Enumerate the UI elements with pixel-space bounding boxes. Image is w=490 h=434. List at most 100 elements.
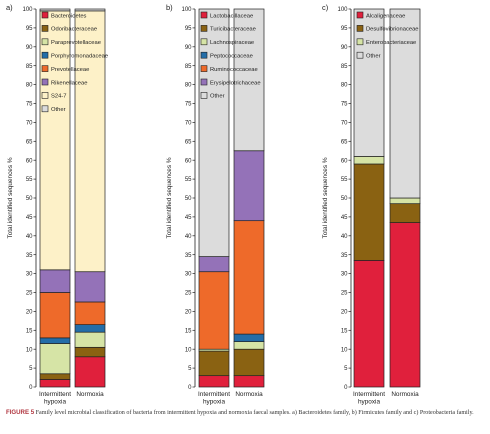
y-tick-label: 65 — [26, 139, 33, 145]
y-tick-label: 15 — [341, 328, 348, 334]
y-tick-label: 65 — [185, 139, 192, 145]
y-tick-label: 70 — [341, 121, 348, 127]
caption-label: FIGURE 5 — [6, 409, 35, 416]
y-tick-label: 95 — [185, 26, 192, 32]
legend-label: S24-7 — [51, 94, 66, 100]
y-axis-title: Total identified sequences % — [322, 157, 329, 238]
bar-segment — [74, 346, 106, 358]
bar-segment — [233, 341, 265, 350]
legend-swatch — [200, 65, 208, 72]
bar-segment — [353, 260, 385, 388]
legend-label: Alcaligenaceae — [366, 13, 405, 19]
y-tick-label: 25 — [341, 291, 348, 297]
legend-swatch — [200, 51, 208, 59]
panel-label: c) — [322, 3, 329, 12]
y-tick-label: 30 — [185, 272, 192, 278]
bar-segment — [353, 8, 385, 157]
y-tick-label: 65 — [341, 139, 348, 145]
bar-segment — [39, 373, 71, 380]
legend-label: Desulfovibrionaceae — [366, 27, 419, 33]
bar-segment — [233, 220, 265, 335]
x-tick-label: hypoxia — [203, 399, 225, 406]
y-tick-label: 85 — [26, 64, 33, 70]
bar-segment — [198, 271, 230, 350]
legend-swatch — [41, 25, 49, 32]
x-tick-label: Normoxia — [76, 391, 104, 398]
bar-segment — [39, 292, 71, 339]
y-tick-label: 60 — [341, 158, 348, 164]
y-tick-label: 85 — [341, 64, 348, 70]
bar-segment — [198, 8, 230, 257]
y-tick-label: 55 — [26, 177, 33, 183]
bar-segment — [233, 348, 265, 377]
y-tick-label: 20 — [185, 310, 192, 316]
legend-label: Bacteroidetes — [51, 13, 87, 19]
y-tick-label: 20 — [26, 310, 33, 316]
x-tick-label: Intermittent — [198, 391, 230, 398]
y-tick-label: 75 — [26, 102, 33, 108]
y-tick-label: 30 — [26, 272, 33, 278]
y-tick-label: 0 — [29, 385, 33, 391]
y-tick-label: 45 — [341, 215, 348, 221]
y-axis-title: Total identified sequences % — [7, 157, 14, 238]
y-tick-label: 5 — [29, 366, 33, 372]
legend-swatch — [41, 92, 49, 99]
legend-swatch — [356, 38, 364, 46]
y-tick-label: 50 — [26, 196, 33, 202]
legend-swatch — [41, 78, 49, 86]
bar-segment — [233, 333, 265, 342]
legend-swatch — [356, 11, 364, 19]
y-axis-title: Total identified sequences % — [166, 157, 173, 238]
legend-label: Other — [366, 54, 381, 60]
legend-label: Rikenellaceae — [51, 80, 87, 86]
y-tick-label: 40 — [185, 234, 192, 240]
x-tick-label: Intermittent — [353, 391, 385, 398]
legend-swatch — [200, 78, 208, 86]
bar-segment — [39, 343, 71, 375]
y-tick-label: 5 — [188, 366, 192, 372]
legend-label: Odoribacteraceae — [51, 27, 97, 33]
y-tick-label: 25 — [26, 291, 33, 297]
y-tick-label: 60 — [26, 158, 33, 164]
y-tick-label: 90 — [341, 45, 348, 51]
y-tick-label: 45 — [185, 215, 192, 221]
bar-segment — [39, 8, 71, 12]
y-tick-label: 55 — [185, 177, 192, 183]
y-tick-label: 20 — [341, 310, 348, 316]
bar-segment — [233, 375, 265, 388]
legend-swatch — [200, 38, 208, 46]
y-tick-label: 50 — [185, 196, 192, 202]
legend-swatch — [200, 11, 208, 19]
legend-label: Turicibacteraceae — [210, 27, 256, 33]
bar-segment — [198, 375, 230, 388]
bar-segment — [74, 301, 106, 325]
y-tick-label: 75 — [185, 102, 192, 108]
y-tick-label: 95 — [26, 26, 33, 32]
legend-label: Other — [210, 94, 225, 100]
y-tick-label: 100 — [337, 7, 348, 13]
x-tick-label: Intermittent — [39, 391, 71, 398]
y-tick-label: 35 — [185, 253, 192, 259]
bar-segment — [39, 337, 71, 344]
y-tick-label: 50 — [341, 196, 348, 202]
legend-label: Enterobacteriaceae — [366, 40, 416, 46]
y-tick-label: 90 — [185, 45, 192, 51]
bar-segment — [39, 269, 71, 293]
y-tick-label: 40 — [26, 234, 33, 240]
y-tick-label: 100 — [181, 7, 192, 13]
y-tick-label: 90 — [26, 45, 33, 51]
bar-segment — [353, 163, 385, 261]
y-tick-label: 5 — [344, 366, 348, 372]
y-tick-label: 80 — [26, 83, 33, 89]
y-tick-label: 15 — [185, 328, 192, 334]
y-tick-label: 70 — [185, 121, 192, 127]
panel-label: b) — [166, 3, 173, 12]
bar-segment — [74, 10, 106, 273]
legend-label: Lachnospiraceae — [210, 40, 254, 46]
y-tick-label: 75 — [341, 102, 348, 108]
y-tick-label: 10 — [26, 347, 33, 353]
y-tick-label: 70 — [26, 121, 33, 127]
bar-segment — [389, 203, 421, 223]
